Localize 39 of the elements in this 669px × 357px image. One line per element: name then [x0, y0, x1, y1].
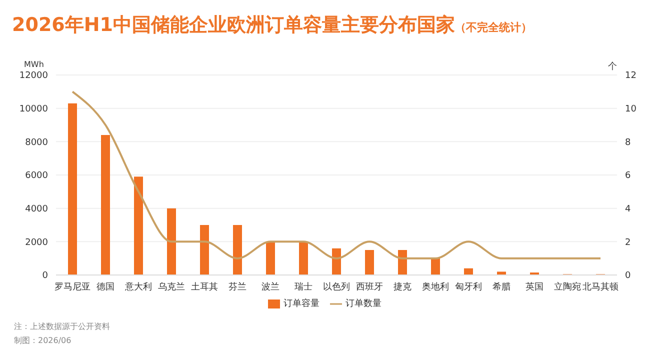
- chart-title: 2026年H1中国储能企业欧洲订单容量主要分布国家: [12, 14, 456, 36]
- y2-tick-label: 12: [625, 71, 636, 82]
- legend-label: 订单容量: [284, 299, 320, 309]
- x-tick-label: 罗马尼亚: [54, 281, 90, 292]
- text: 注：上述数据源于公开资料: [14, 321, 110, 333]
- y2-tick-label: 8: [625, 138, 631, 148]
- y2-axis-title: 个: [608, 60, 617, 73]
- y-tick-label: 10000: [19, 104, 48, 115]
- chart-subtitle: （不完全统计）: [455, 21, 532, 34]
- x-tick-label: 英国: [526, 281, 544, 292]
- y-tick-label: 6000: [25, 171, 48, 182]
- x-tick-label: 希腊: [492, 281, 510, 292]
- y-tick-label: 0: [42, 271, 48, 282]
- x-tick-label: 北马其顿: [582, 281, 618, 292]
- x-tick-label: 土耳其: [191, 281, 218, 292]
- x-tick-label: 奥地利: [422, 281, 449, 292]
- y2-tick-label: 2: [625, 238, 631, 248]
- y2-tick-label: 0: [625, 271, 631, 282]
- legend-label: 订单数量: [346, 299, 382, 309]
- y-axis-title: MWh: [24, 60, 44, 69]
- x-tick-label: 乌克兰: [158, 281, 185, 292]
- x-tick-label: 匈牙利: [455, 281, 482, 292]
- text: 制图：2026/06: [14, 335, 72, 347]
- x-tick-label: 意大利: [124, 281, 152, 292]
- x-tick-label: 波兰: [262, 281, 280, 292]
- y2-tick-label: 4: [625, 204, 631, 215]
- x-tick-label: 瑞士: [294, 281, 312, 292]
- x-tick-label: 立陶宛: [554, 281, 581, 292]
- y-tick-label: 2000: [25, 238, 48, 248]
- y-tick-label: 12000: [19, 71, 48, 82]
- y-tick-label: 8000: [25, 138, 48, 148]
- x-tick-label: 以色列: [323, 281, 350, 292]
- x-tick-label: 德国: [96, 281, 114, 292]
- x-tick-label: 芬兰: [228, 281, 246, 292]
- x-tick-label: 捷克: [394, 281, 412, 292]
- y2-tick-label: 6: [625, 171, 631, 182]
- y-tick-label: 4000: [25, 204, 48, 215]
- y2-tick-label: 10: [625, 104, 637, 115]
- x-tick-label: 西班牙: [356, 281, 383, 292]
